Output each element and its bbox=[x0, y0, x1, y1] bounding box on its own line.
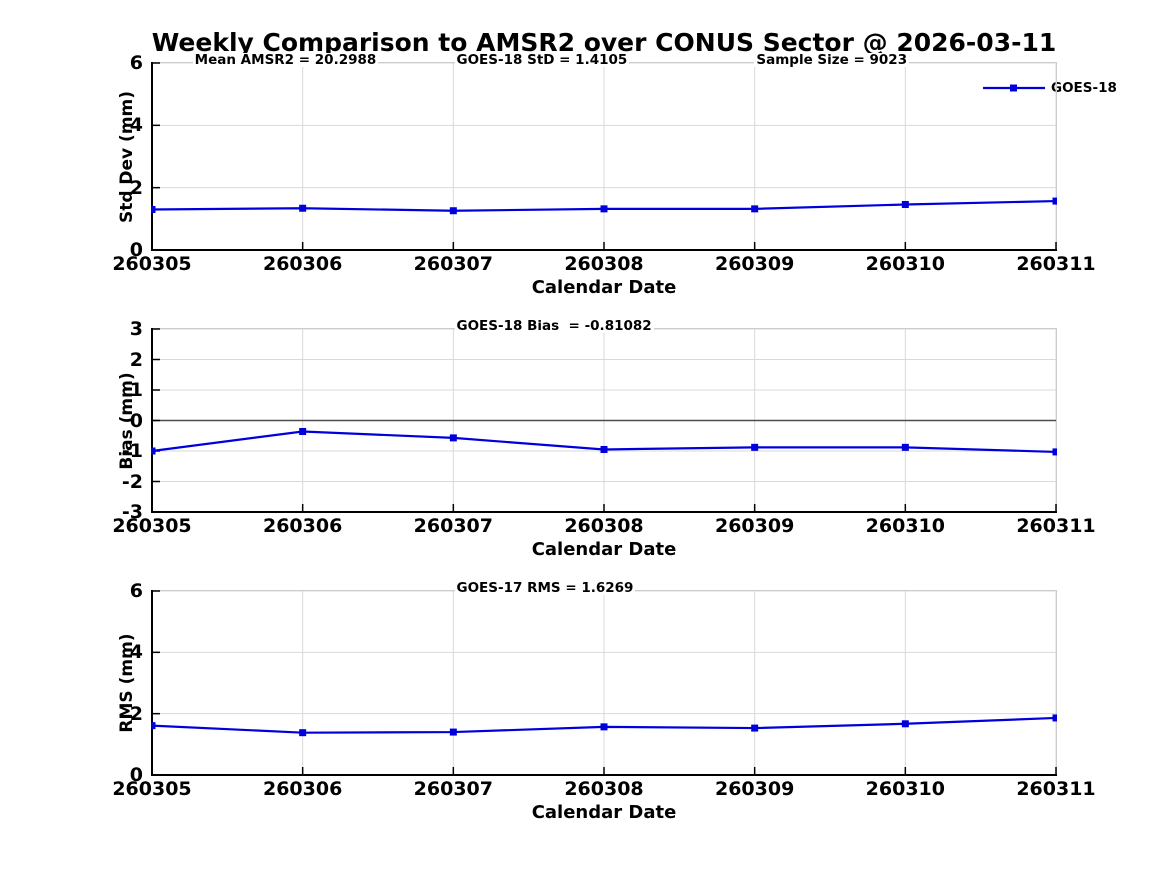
x-tick-label: 260306 bbox=[262, 515, 343, 537]
rms-plot-area: GOES-17 RMS = 1.6269 bbox=[151, 581, 1057, 776]
rms-line-chart bbox=[151, 590, 1057, 776]
x-tick-label: 260311 bbox=[1016, 515, 1096, 537]
panel-annotation: GOES-18 StD = 1.4105 bbox=[454, 52, 630, 68]
panel-annotation: GOES-17 RMS = 1.6269 bbox=[454, 580, 636, 596]
legend: GOES-18 bbox=[983, 80, 1117, 96]
x-tick-label: 260307 bbox=[413, 253, 493, 275]
chart-title: Weekly Comparison to AMSR2 over CONUS Se… bbox=[151, 28, 1057, 57]
y-tick-label: 0 bbox=[129, 239, 143, 261]
x-tick-label: 260306 bbox=[262, 778, 343, 800]
stddev-plot-area: Mean AMSR2 = 20.2988 GOES-18 StD = 1.4105… bbox=[151, 53, 1057, 251]
x-tick-label: 260309 bbox=[714, 778, 795, 800]
y-tick-label: -3 bbox=[121, 501, 143, 523]
y-tick-label: 2 bbox=[129, 702, 143, 725]
y-tick-label: -1 bbox=[121, 440, 143, 462]
x-tick-label: 260305 bbox=[112, 253, 192, 275]
panel-annotation: Mean AMSR2 = 20.2988 bbox=[192, 52, 379, 68]
x-tick-label: 260305 bbox=[112, 515, 192, 537]
x-tick-label: 260307 bbox=[413, 778, 493, 800]
y-tick-label: 0 bbox=[129, 764, 143, 786]
bias-line-chart bbox=[151, 328, 1057, 513]
stddev-subplot: Std Dev (mm) Mean AMSR2 = 20.2988 GOES-18… bbox=[0, 53, 1167, 311]
stddev-line-chart bbox=[151, 62, 1057, 251]
y-tick-label: 1 bbox=[129, 379, 143, 401]
panel-annotation: Sample Size = 9023 bbox=[754, 52, 910, 68]
x-tick-label: 260309 bbox=[714, 515, 795, 537]
bias-subplot: Bias (mm) GOES-18 Bias = -0.81082 -3 -2 -1… bbox=[0, 319, 1167, 573]
x-tick-label: 260311 bbox=[1016, 253, 1096, 275]
y-tick-label: 4 bbox=[129, 114, 143, 137]
y-tick-label: 2 bbox=[129, 176, 143, 199]
panel-annotation: GOES-18 Bias = -0.81082 bbox=[454, 318, 654, 334]
x-tick-label: 260311 bbox=[1016, 778, 1096, 800]
y-tick-label: 3 bbox=[129, 318, 143, 340]
x-tick-label: 260310 bbox=[865, 515, 945, 537]
legend-label: GOES-18 bbox=[1051, 80, 1117, 96]
stddev-y-axis-label: Std Dev (mm) bbox=[117, 90, 137, 223]
y-tick-label: 4 bbox=[129, 641, 143, 664]
stddev-x-axis-label: Calendar Date bbox=[531, 277, 677, 298]
x-tick-label: 260310 bbox=[865, 778, 945, 800]
x-tick-label: 260310 bbox=[865, 253, 945, 275]
x-tick-label: 260309 bbox=[714, 253, 795, 275]
x-tick-label: 260307 bbox=[413, 515, 493, 537]
x-tick-label: 260308 bbox=[564, 515, 644, 537]
y-tick-label: -2 bbox=[121, 470, 143, 493]
x-tick-label: 260308 bbox=[564, 778, 644, 800]
bias-plot-area: GOES-18 Bias = -0.81082 bbox=[151, 319, 1057, 513]
y-tick-label: 6 bbox=[129, 52, 143, 74]
y-tick-label: 2 bbox=[129, 348, 143, 371]
x-tick-label: 260308 bbox=[564, 253, 644, 275]
y-tick-label: 0 bbox=[129, 409, 143, 432]
x-tick-label: 260306 bbox=[262, 253, 343, 275]
bias-x-axis-label: Calendar Date bbox=[531, 539, 677, 560]
y-tick-label: 6 bbox=[129, 580, 143, 602]
x-tick-label: 260305 bbox=[112, 778, 192, 800]
legend-line-marker-icon bbox=[983, 84, 1045, 92]
rms-x-axis-label: Calendar Date bbox=[531, 802, 677, 823]
